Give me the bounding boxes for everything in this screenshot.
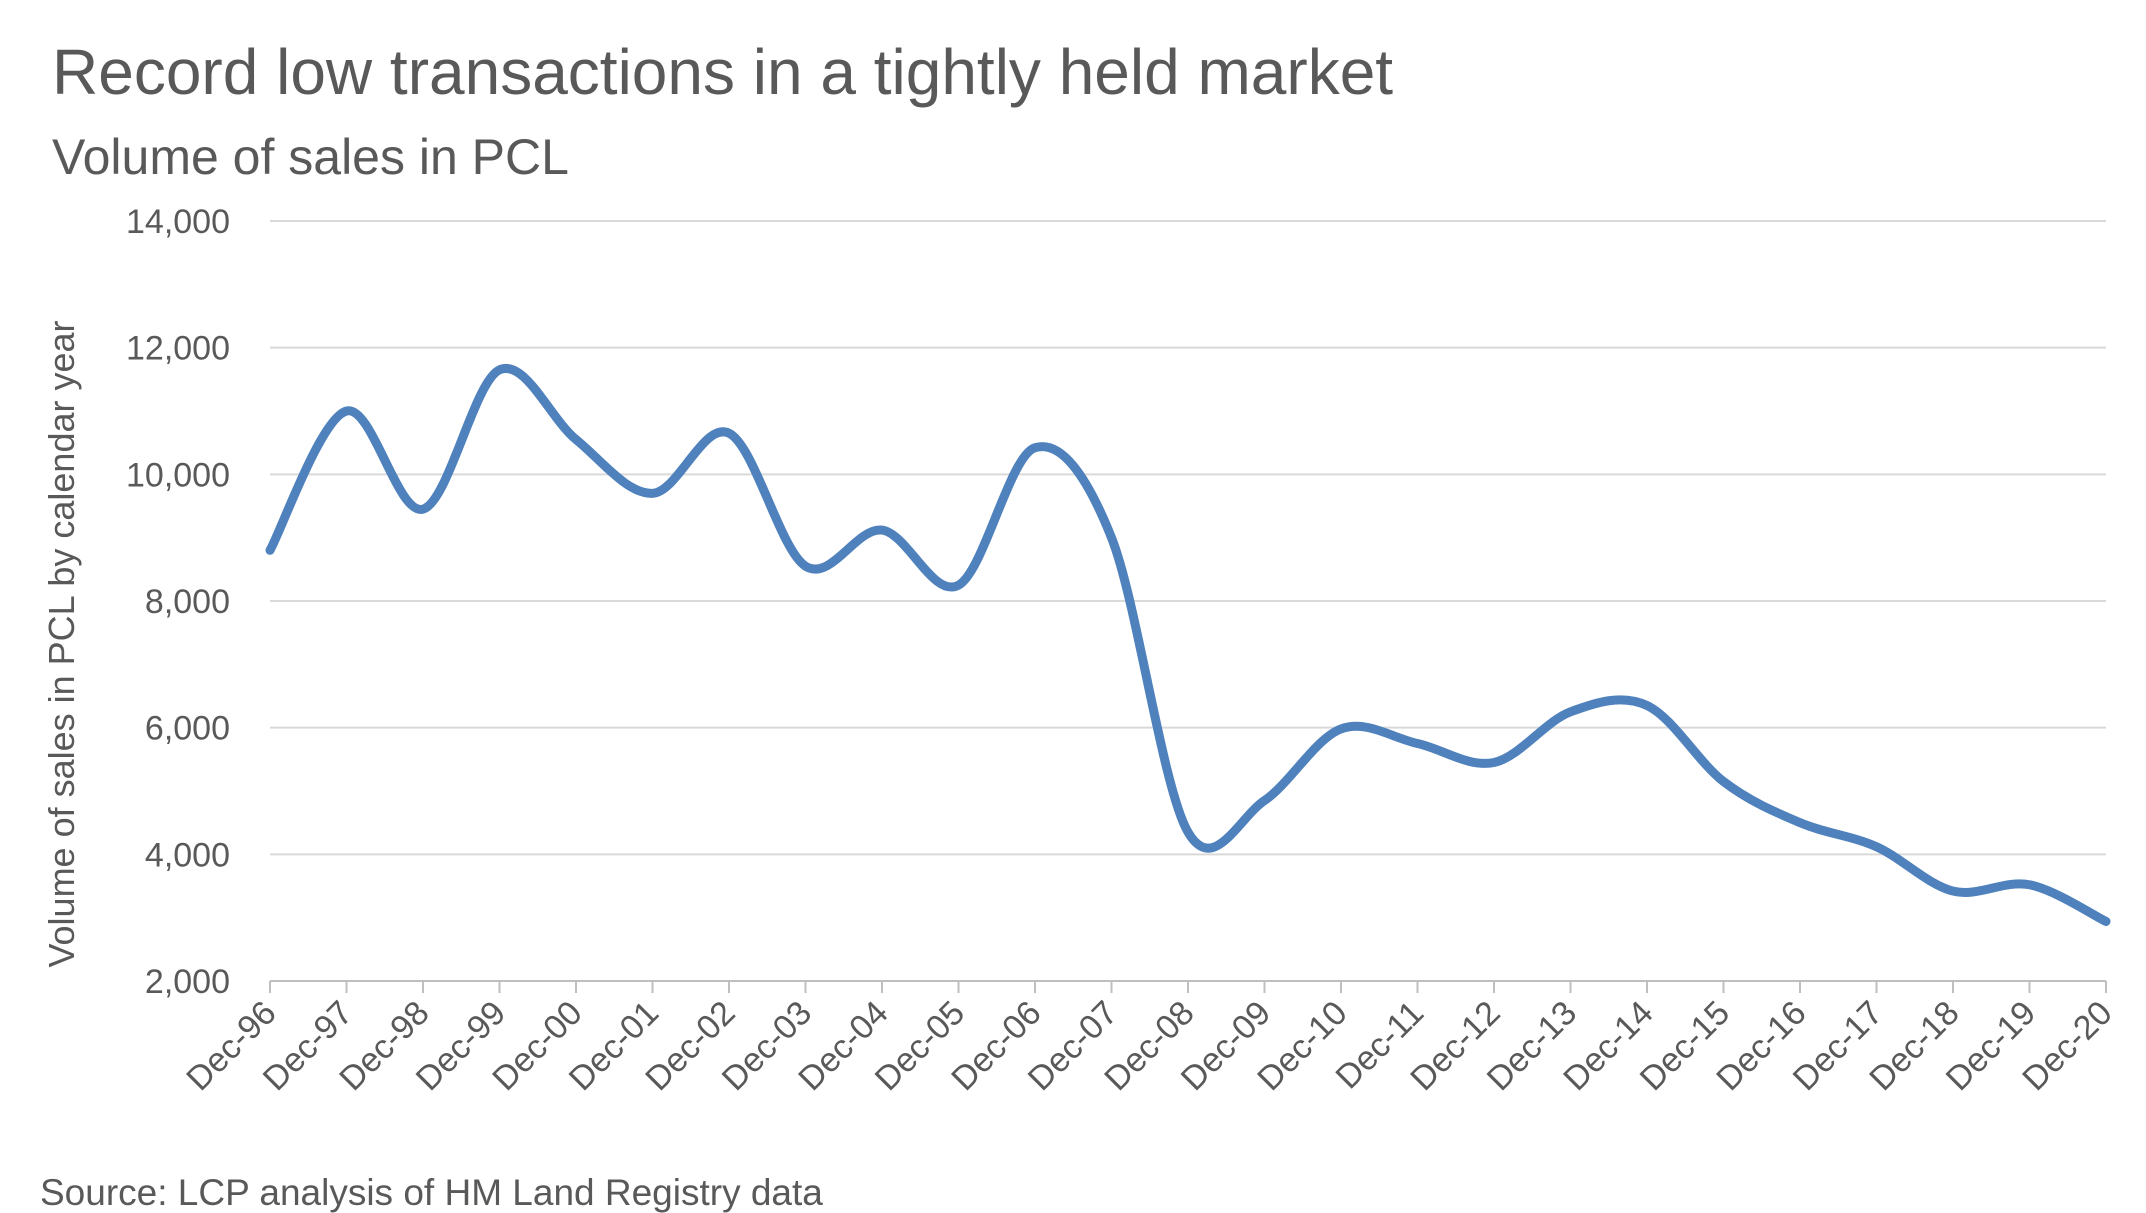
data-point: [955, 581, 963, 589]
chart-title: Record low transactions in a tightly hel…: [52, 36, 1394, 108]
chart-subtitle: Volume of sales in PCL: [52, 129, 569, 185]
data-point: [2026, 881, 2034, 889]
y-axis-label: Volume of sales in PCL by calendar year: [41, 320, 82, 967]
data-point: [343, 407, 351, 415]
data-point: [1108, 534, 1116, 542]
data-point: [878, 526, 886, 534]
data-point: [1490, 759, 1498, 767]
data-point: [1720, 778, 1728, 786]
y-tick-label: 10,000: [126, 456, 230, 494]
y-tick-label: 14,000: [126, 203, 230, 241]
y-tick-label: 8,000: [145, 583, 230, 621]
data-point: [725, 429, 733, 437]
y-tick-label: 6,000: [145, 710, 230, 748]
data-point: [649, 489, 657, 497]
data-point: [419, 505, 427, 513]
data-point: [2102, 917, 2110, 925]
data-point: [266, 546, 274, 554]
data-point: [1567, 708, 1575, 716]
data-point: [802, 562, 810, 570]
source-note: Source: LCP analysis of HM Land Registry…: [40, 1172, 823, 1213]
data-point: [1414, 740, 1422, 748]
data-point: [572, 436, 580, 444]
data-point: [1184, 828, 1192, 836]
data-point: [1949, 887, 1957, 895]
data-point: [1796, 819, 1804, 827]
y-tick-label: 12,000: [126, 330, 230, 368]
data-point: [1873, 843, 1881, 851]
data-point: [1031, 444, 1039, 452]
y-tick-label: 4,000: [145, 836, 230, 874]
series-line: [265, 363, 2111, 926]
data-point: [1643, 702, 1651, 710]
data-point: [496, 366, 504, 374]
y-tick-label: 2,000: [145, 963, 230, 1001]
data-point: [1337, 725, 1345, 733]
data-point: [1261, 797, 1269, 805]
